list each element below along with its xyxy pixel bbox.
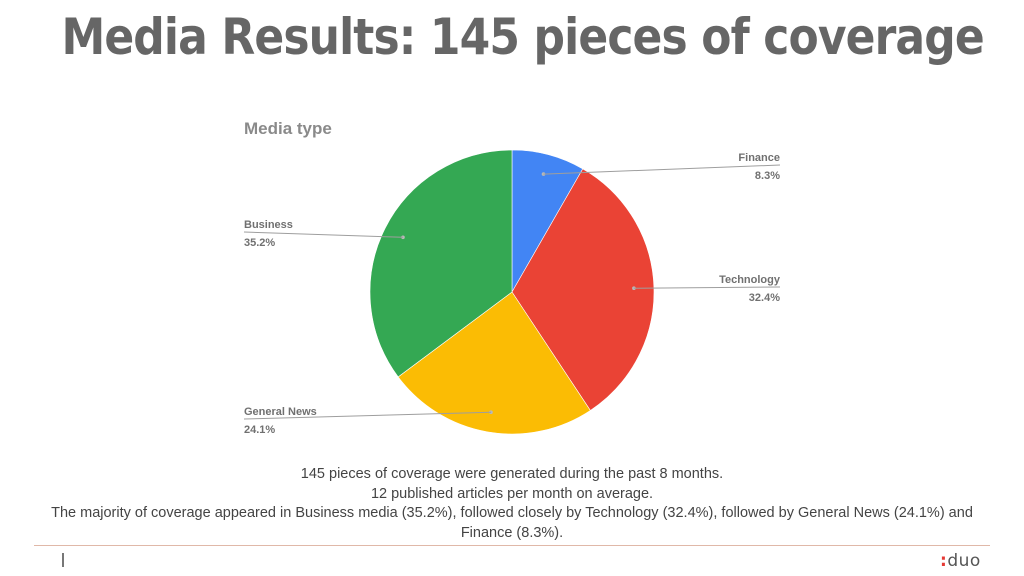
slide-title: Media Results: 145 pieces of coverage [61, 8, 984, 66]
callout-value-finance: 8.3% [755, 170, 780, 182]
footer-divider [34, 545, 990, 546]
callout-value-business: 35.2% [244, 237, 275, 249]
callout-line-business [243, 231, 404, 238]
duo-logo-text: duo [947, 551, 981, 571]
duo-logo-colon: : [940, 551, 948, 571]
footer-page-marker [62, 553, 64, 567]
callout-label-business: Business [244, 219, 293, 231]
callout-line-general-news [243, 411, 492, 420]
callout-label-general-news: General News [244, 406, 317, 418]
callout-label-finance: Finance [738, 152, 780, 164]
pie-slice-business [369, 149, 513, 378]
pie-slices [369, 149, 655, 435]
duo-logo: :duo [940, 551, 981, 571]
callout-label-technology: Technology [719, 274, 781, 286]
summary-line-2: 12 published articles per month on avera… [370, 485, 654, 502]
callout-line-technology [633, 286, 781, 289]
pie-callouts: Finance 8.3% Technology 32.4% General News 24… [243, 152, 781, 436]
pie-slice-general-news [397, 291, 591, 435]
summary-line-3: The majority of coverage appeared in Bus… [51, 505, 973, 541]
summary-text: 145 pieces of coverage were generated du… [40, 465, 984, 543]
callout-value-general-news: 24.1% [244, 424, 275, 436]
summary-line-1: 145 pieces of coverage were generated du… [300, 466, 724, 482]
callout-line-finance [543, 164, 781, 175]
callout-value-technology: 32.4% [749, 292, 780, 304]
chart-title: Media type [244, 119, 332, 138]
